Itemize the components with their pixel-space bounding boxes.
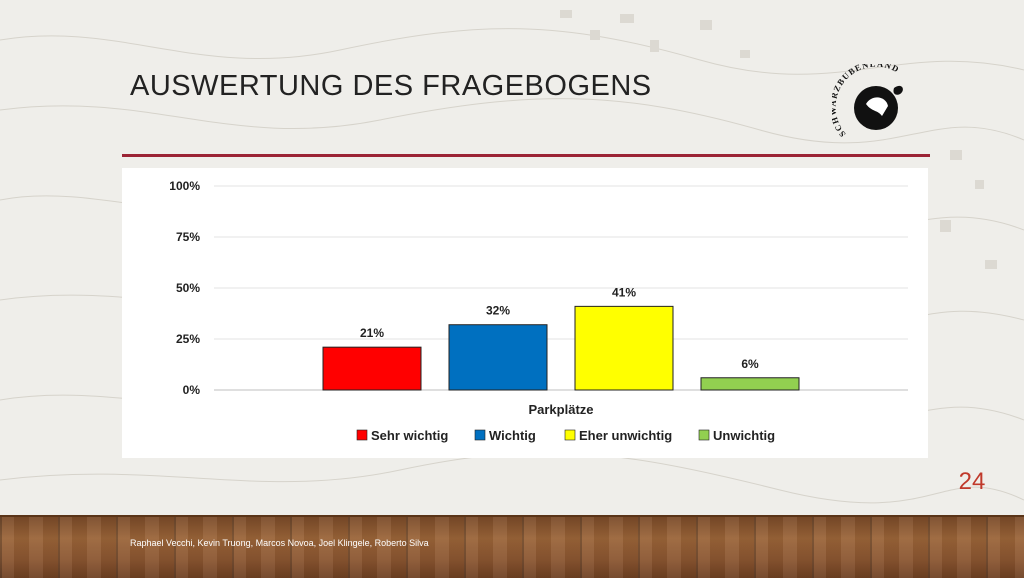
logo-leaf [893, 85, 903, 95]
legend-label: Wichtig [489, 428, 536, 443]
chart-bars: 21% 32% 41% 6% [322, 285, 800, 391]
data-label: 41% [612, 285, 636, 299]
legend-swatch [474, 429, 486, 441]
data-label: 21% [360, 326, 384, 340]
footer-credits: Raphael Vecchi, Kevin Truong, Marcos Nov… [130, 538, 429, 548]
legend-swatch [356, 429, 368, 441]
bar [448, 324, 548, 391]
data-label: 32% [486, 304, 510, 318]
legend-label: Sehr wichtig [371, 428, 448, 443]
y-tick-label: 75% [176, 230, 200, 244]
logo: SCHWARZBUBENLAND [832, 64, 903, 139]
slide-number: 24 [958, 468, 986, 495]
legend-swatch [564, 429, 576, 441]
wooden-floor [0, 515, 1024, 578]
bar [700, 377, 800, 391]
slide-title: AUSWERTUNG DES FRAGEBOGENS [130, 70, 652, 102]
legend-swatch [698, 429, 710, 441]
legend-label: Eher unwichtig [579, 428, 672, 443]
title-divider [122, 154, 930, 157]
chart-legend: Sehr wichtig Wichtig Eher unwichtig Unwicht… [356, 428, 775, 443]
legend-label: Unwichtig [713, 428, 775, 443]
y-tick-label: 0% [183, 383, 201, 397]
x-axis-title: Parkplätze [528, 402, 593, 417]
y-tick-label: 100% [169, 179, 200, 193]
bar-chart: 0% 25% 50% 75% 100% 21% 32% 41% 6% Parkplätze S… [169, 179, 908, 443]
chart-gridlines: 0% 25% 50% 75% 100% [169, 179, 908, 397]
y-tick-label: 50% [176, 281, 200, 295]
bar [574, 305, 674, 391]
bar [322, 346, 422, 391]
data-label: 6% [741, 357, 759, 371]
chart-panel: 0% 25% 50% 75% 100% 21% 32% 41% 6% Parkplätze S… [122, 168, 928, 458]
y-tick-label: 25% [176, 332, 200, 346]
logo-figure [866, 97, 888, 116]
